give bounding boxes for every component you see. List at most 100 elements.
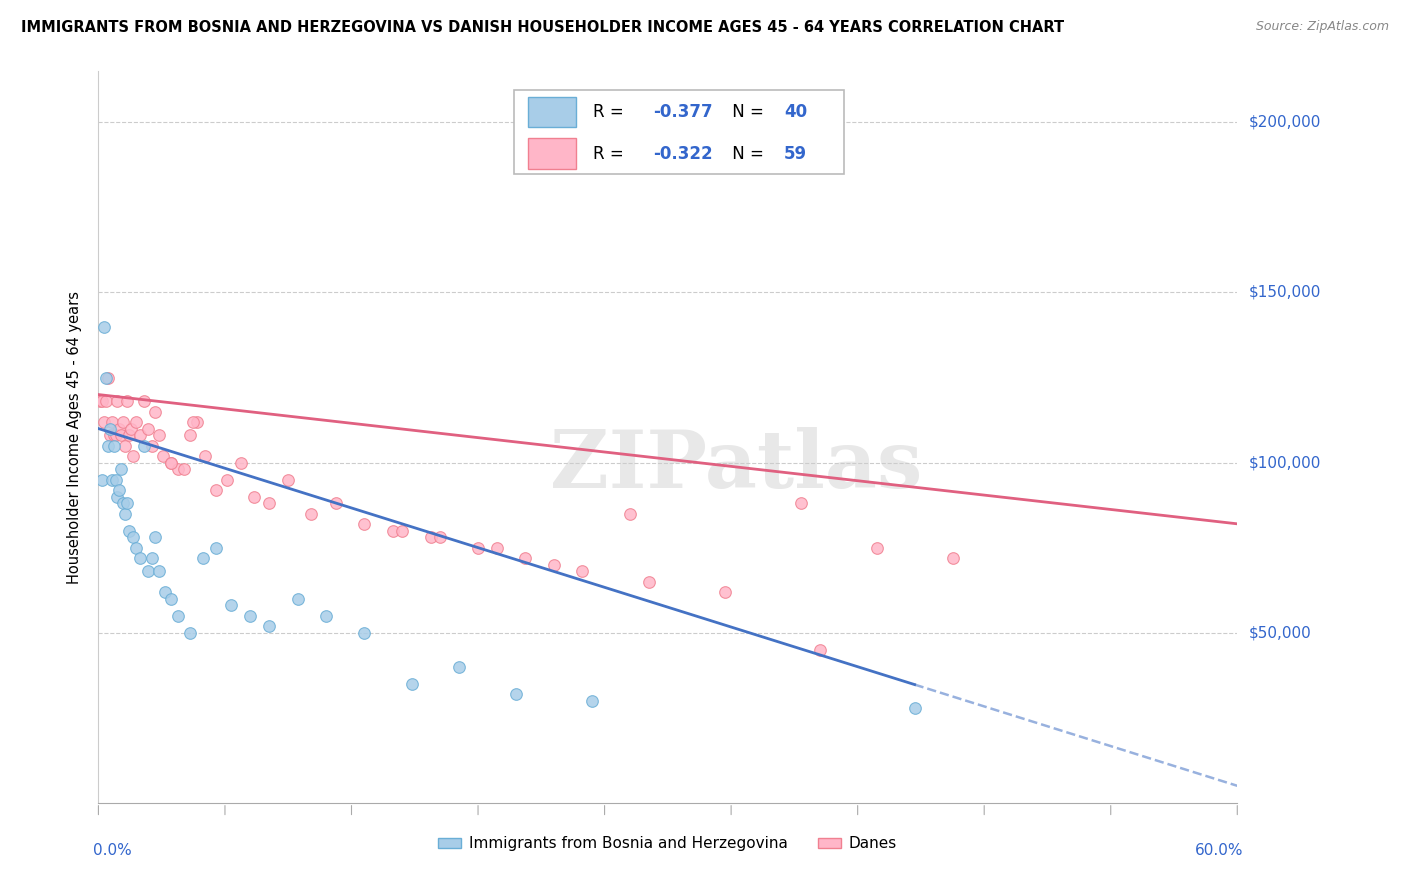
Point [221,599,243,613]
Point [100,415,122,429]
Point [129,428,152,442]
Point [110,462,132,476]
Point [515,550,537,565]
Point [205,483,228,497]
Point [132,439,155,453]
Point [108,421,131,435]
Point [153,585,176,599]
Point [942,550,965,565]
Point [904,700,927,714]
Point [159,591,181,606]
Point [98,428,121,442]
Text: 0.0%: 0.0% [93,843,132,858]
Point [167,608,190,623]
Point [638,574,661,589]
Point [429,531,451,545]
Point [98,421,121,435]
Point [259,619,281,633]
Text: 59: 59 [785,145,807,162]
Point [449,659,471,673]
Point [173,462,195,476]
Text: 40: 40 [785,103,807,121]
Point [129,550,152,565]
Point [277,473,299,487]
Point [112,496,135,510]
Point [205,541,228,555]
Point [103,428,125,442]
Point [125,541,148,555]
Point [103,439,125,453]
Point [152,449,174,463]
Point [114,439,136,453]
Point [121,531,143,545]
Text: R =: R = [593,103,628,121]
Text: $100,000: $100,000 [1249,455,1320,470]
Text: $150,000: $150,000 [1249,285,1320,300]
Point [118,524,141,538]
Point [104,428,127,442]
Point [808,642,831,657]
Point [114,507,136,521]
Point [104,473,127,487]
Text: -0.322: -0.322 [652,145,713,162]
Point [191,550,214,565]
Point [543,558,565,572]
Point [112,415,135,429]
Point [91,473,114,487]
Point [243,490,266,504]
Point [287,591,309,606]
Point [108,483,131,497]
Point [505,687,527,701]
Point [401,677,423,691]
Y-axis label: Householder Income Ages 45 - 64 years: Householder Income Ages 45 - 64 years [67,291,83,583]
Point [145,531,167,545]
Point [315,608,337,623]
Point [217,473,239,487]
Text: $50,000: $50,000 [1249,625,1312,640]
Point [467,541,489,555]
FancyBboxPatch shape [527,97,575,128]
Point [486,541,509,555]
Point [866,541,889,555]
Point [97,439,120,453]
Point [118,428,141,442]
Point [110,428,132,442]
Text: N =: N = [727,145,769,162]
Point [581,694,603,708]
Point [141,550,163,565]
FancyBboxPatch shape [527,138,575,169]
Point [148,565,170,579]
Text: Source: ZipAtlas.com: Source: ZipAtlas.com [1256,20,1389,33]
Legend: Immigrants from Bosnia and Herzegovina, Danes: Immigrants from Bosnia and Herzegovina, … [432,830,904,857]
Point [145,404,167,418]
Point [94,394,117,409]
Point [93,319,115,334]
Point [136,421,159,435]
Point [136,565,159,579]
Text: ZIPatlas: ZIPatlas [550,427,922,506]
Point [179,625,201,640]
Point [353,625,375,640]
Point [159,456,181,470]
Text: N =: N = [727,103,769,121]
Point [186,415,208,429]
Point [259,496,281,510]
Point [115,394,138,409]
Text: $200,000: $200,000 [1249,115,1320,130]
Point [419,531,441,545]
Point [229,456,252,470]
Point [194,449,217,463]
FancyBboxPatch shape [515,90,845,174]
Point [391,524,413,538]
Point [115,496,138,510]
Point [183,415,205,429]
Point [159,456,181,470]
Point [790,496,813,510]
Point [120,421,142,435]
Point [239,608,262,623]
Point [107,490,129,504]
Point [167,462,190,476]
Point [179,428,201,442]
Point [381,524,404,538]
Point [121,449,143,463]
